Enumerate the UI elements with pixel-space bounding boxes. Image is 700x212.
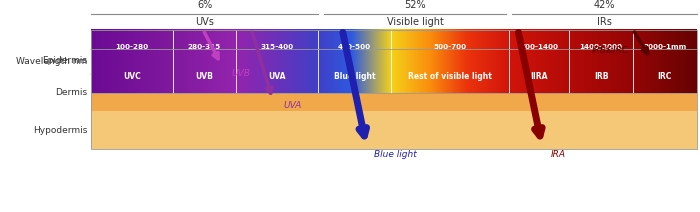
Text: 400-500: 400-500 xyxy=(338,44,371,50)
Text: 700-1400: 700-1400 xyxy=(520,44,558,50)
Text: IRB&IRC: IRB&IRC xyxy=(592,46,629,55)
Text: UVB: UVB xyxy=(232,69,251,78)
Bar xyxy=(91,49,696,149)
Text: Dermis: Dermis xyxy=(55,88,88,97)
Text: IRs: IRs xyxy=(596,17,612,27)
Text: IRC: IRC xyxy=(657,72,672,81)
Text: 500-700: 500-700 xyxy=(433,44,466,50)
Text: Rest of visible light: Rest of visible light xyxy=(408,72,491,81)
Text: Epidermis: Epidermis xyxy=(43,56,88,66)
Text: 52%: 52% xyxy=(404,0,426,10)
Text: Blue light: Blue light xyxy=(334,72,375,81)
Text: 42%: 42% xyxy=(594,0,615,10)
Bar xyxy=(91,111,696,149)
Text: UVA: UVA xyxy=(268,72,286,81)
Bar xyxy=(91,73,696,111)
Text: IIRA: IIRA xyxy=(531,72,548,81)
Bar xyxy=(91,30,696,93)
Text: 1400-3000: 1400-3000 xyxy=(580,44,622,50)
Text: IRA: IRA xyxy=(550,150,566,159)
Text: UVB: UVB xyxy=(195,72,214,81)
Text: IRB: IRB xyxy=(594,72,608,81)
Text: Wavelength nm: Wavelength nm xyxy=(16,57,88,66)
Text: 6%: 6% xyxy=(197,0,212,10)
Text: Visible light: Visible light xyxy=(386,17,443,27)
Bar xyxy=(91,49,696,73)
Text: UVs: UVs xyxy=(195,17,214,27)
Text: Hypodermis: Hypodermis xyxy=(33,126,88,135)
Text: 100-280: 100-280 xyxy=(116,44,148,50)
Text: 3000-1mm: 3000-1mm xyxy=(643,44,686,50)
Text: 280-315: 280-315 xyxy=(188,44,221,50)
Text: Blue light: Blue light xyxy=(374,150,416,159)
Text: 315-400: 315-400 xyxy=(260,44,294,50)
Text: UVC: UVC xyxy=(123,72,141,81)
Text: UVA: UVA xyxy=(283,102,302,110)
